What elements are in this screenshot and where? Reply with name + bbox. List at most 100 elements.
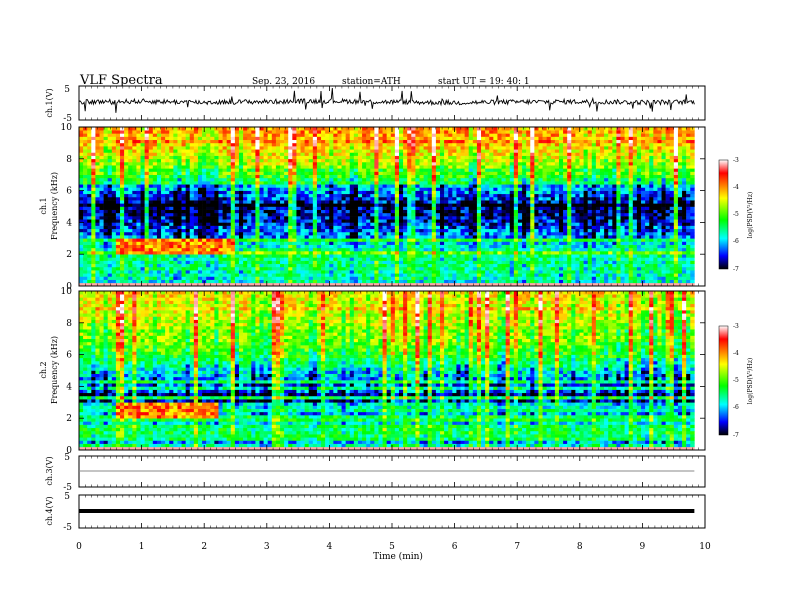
- spec-cell: [267, 228, 273, 233]
- spec-cell: [386, 130, 392, 134]
- spec-cell: [337, 279, 342, 284]
- spec-cell: [144, 193, 150, 198]
- spec-cell: [128, 222, 133, 226]
- spec-cell: [362, 165, 367, 169]
- spec-cell: [156, 139, 162, 144]
- spec-cell: [316, 216, 322, 220]
- spec-cell: [124, 168, 129, 172]
- spec-cell: [288, 146, 293, 150]
- spec-cell: [91, 279, 96, 284]
- spec-cell: [448, 200, 453, 204]
- spec-cell: [148, 266, 154, 271]
- spec-cell: [91, 139, 96, 144]
- spec-cell: [206, 263, 211, 268]
- spec-cell: [103, 174, 109, 179]
- spec-cell: [337, 238, 342, 242]
- spec-cell: [427, 260, 433, 265]
- spec-cell: [115, 212, 121, 217]
- spec-cell: [226, 181, 232, 185]
- spec-cell: [362, 251, 367, 255]
- spec-cell: [243, 149, 248, 153]
- spec-cell: [341, 279, 346, 284]
- spec-cell: [165, 206, 170, 210]
- spec-cell: [349, 273, 355, 277]
- spec-cell: [325, 241, 330, 245]
- spec-cell: [251, 235, 256, 239]
- spec-cell: [275, 251, 281, 255]
- spec-cell: [152, 212, 158, 217]
- spec-cell: [300, 254, 305, 258]
- spec-cell: [99, 225, 104, 230]
- spec-cell: [136, 152, 141, 156]
- spec-cell: [304, 190, 310, 195]
- spec-cell: [128, 219, 133, 223]
- spec-cell: [325, 231, 330, 236]
- spec-cell: [312, 193, 318, 198]
- spec-cell: [448, 244, 453, 249]
- spec-cell: [435, 187, 441, 191]
- spec-cell: [341, 158, 346, 163]
- spec-cell: [202, 174, 207, 179]
- spec-cell: [255, 282, 260, 287]
- spec-cell: [148, 209, 154, 214]
- spec-cell: [411, 155, 416, 160]
- spec-cell: [284, 184, 289, 188]
- spec-cell: [115, 270, 121, 274]
- spec-cell: [169, 152, 174, 156]
- spec-cell: [169, 168, 174, 172]
- spec-cell: [427, 171, 433, 175]
- spec-cell: [103, 225, 109, 230]
- spec-cell: [333, 142, 338, 147]
- spec-cell: [472, 146, 478, 150]
- spec-cell: [156, 130, 162, 134]
- spec-cell: [312, 247, 318, 252]
- spec-cell: [362, 266, 367, 271]
- spec-cell: [255, 238, 260, 242]
- spec-cell: [333, 228, 338, 233]
- spec-cell: [263, 222, 269, 226]
- spec-cell: [247, 171, 252, 175]
- spec-cell: [427, 279, 433, 284]
- spec-cell: [136, 168, 141, 172]
- spec-cell: [218, 139, 223, 144]
- spec-cell: [115, 251, 121, 255]
- spec-cell: [407, 181, 412, 185]
- spec-cell: [173, 251, 178, 255]
- spec-cell: [169, 263, 174, 268]
- spec-cell: [472, 171, 478, 175]
- spec-cell: [177, 155, 182, 160]
- spec-cell: [148, 146, 154, 150]
- spec-cell: [136, 266, 141, 271]
- spec-cell: [234, 149, 240, 153]
- spec-cell: [218, 276, 223, 280]
- spec-cell: [349, 161, 355, 166]
- spec-cell: [415, 196, 420, 201]
- spec-cell: [390, 155, 396, 160]
- spec-cell: [370, 282, 375, 287]
- spec-cell: [341, 136, 346, 141]
- spec-cell: [148, 206, 154, 210]
- spec-cell: [460, 282, 465, 287]
- spec-cell: [95, 260, 100, 265]
- spec-cell: [222, 263, 227, 268]
- spec-cell: [120, 231, 125, 236]
- spec-cell: [386, 184, 392, 188]
- spec-cell: [136, 241, 141, 245]
- spec-cell: [304, 212, 310, 217]
- spec-cell: [202, 231, 207, 236]
- spec-cell: [370, 266, 375, 271]
- spec-cell: [411, 136, 416, 141]
- spec-cell: [251, 228, 256, 233]
- spec-cell: [99, 209, 104, 214]
- spec-cell: [103, 263, 109, 268]
- spec-cell: [440, 146, 445, 150]
- spec-cell: [99, 200, 104, 204]
- spec-cell: [107, 260, 113, 265]
- spec-cell: [333, 187, 338, 191]
- spec-cell: [448, 209, 453, 214]
- spec-cell: [398, 282, 404, 287]
- spec-cell: [263, 190, 269, 195]
- spec-cell: [197, 171, 203, 175]
- spec-cell: [333, 222, 338, 226]
- spec-cell: [251, 206, 256, 210]
